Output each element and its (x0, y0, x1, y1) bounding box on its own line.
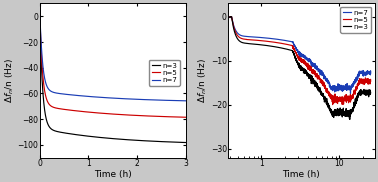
Line: n=3: n=3 (230, 17, 371, 119)
Line: n=5: n=5 (230, 17, 371, 105)
Line: n=3: n=3 (40, 6, 186, 143)
n=7 (246, 35, 251, 38)
n=7 (37, 5, 42, 7)
n=3 (100, 136, 104, 139)
n=5 (228, 16, 232, 18)
n=3 (246, 43, 251, 45)
n=3 (184, 141, 188, 144)
n=7 (348, 92, 353, 94)
n=3 (181, 141, 185, 144)
n=5 (289, 44, 293, 46)
n=5 (246, 39, 251, 41)
n=3 (54, 130, 59, 132)
X-axis label: Time (h): Time (h) (94, 169, 132, 179)
n=3 (228, 16, 232, 18)
n=3 (93, 136, 98, 138)
n=5 (251, 39, 256, 41)
n=3 (347, 118, 352, 120)
n=5 (330, 104, 335, 106)
n=7 (63, 93, 67, 95)
Y-axis label: $\Delta f_n$/n (Hz): $\Delta f_n$/n (Hz) (197, 58, 209, 103)
n=3 (289, 49, 293, 51)
n=5 (100, 112, 104, 114)
Legend: n=7, n=5, n=3: n=7, n=5, n=3 (340, 7, 371, 33)
n=7 (184, 100, 188, 102)
n=5 (275, 41, 280, 44)
n=3 (251, 43, 256, 45)
n=5 (93, 112, 98, 114)
n=3 (302, 70, 306, 72)
n=3 (37, 5, 42, 7)
n=7 (228, 16, 232, 18)
n=7 (181, 100, 185, 102)
n=7 (289, 40, 293, 43)
n=3 (63, 132, 67, 134)
n=7 (100, 96, 104, 98)
Line: n=7: n=7 (40, 6, 186, 101)
Y-axis label: $\Delta f_n$/n (Hz): $\Delta f_n$/n (Hz) (3, 58, 16, 103)
n=3 (165, 141, 170, 143)
Line: n=5: n=5 (40, 6, 186, 117)
n=7 (165, 99, 170, 101)
n=7 (54, 92, 59, 94)
n=7 (302, 54, 306, 56)
n=3 (369, 92, 373, 94)
n=5 (184, 116, 188, 118)
n=5 (181, 116, 185, 118)
n=5 (63, 108, 67, 111)
n=5 (369, 80, 373, 82)
n=7 (275, 38, 280, 40)
n=5 (302, 59, 306, 61)
n=3 (305, 74, 309, 76)
n=7 (305, 58, 309, 60)
Line: n=7: n=7 (230, 17, 371, 93)
n=5 (305, 64, 309, 66)
n=7 (251, 36, 256, 38)
n=3 (275, 46, 280, 48)
n=7 (369, 72, 373, 74)
X-axis label: Time (h): Time (h) (282, 169, 320, 179)
n=5 (54, 107, 59, 109)
n=5 (37, 5, 42, 7)
n=7 (93, 96, 98, 98)
Legend: n=3, n=5, n=7: n=3, n=5, n=7 (149, 60, 180, 86)
n=5 (165, 116, 170, 118)
